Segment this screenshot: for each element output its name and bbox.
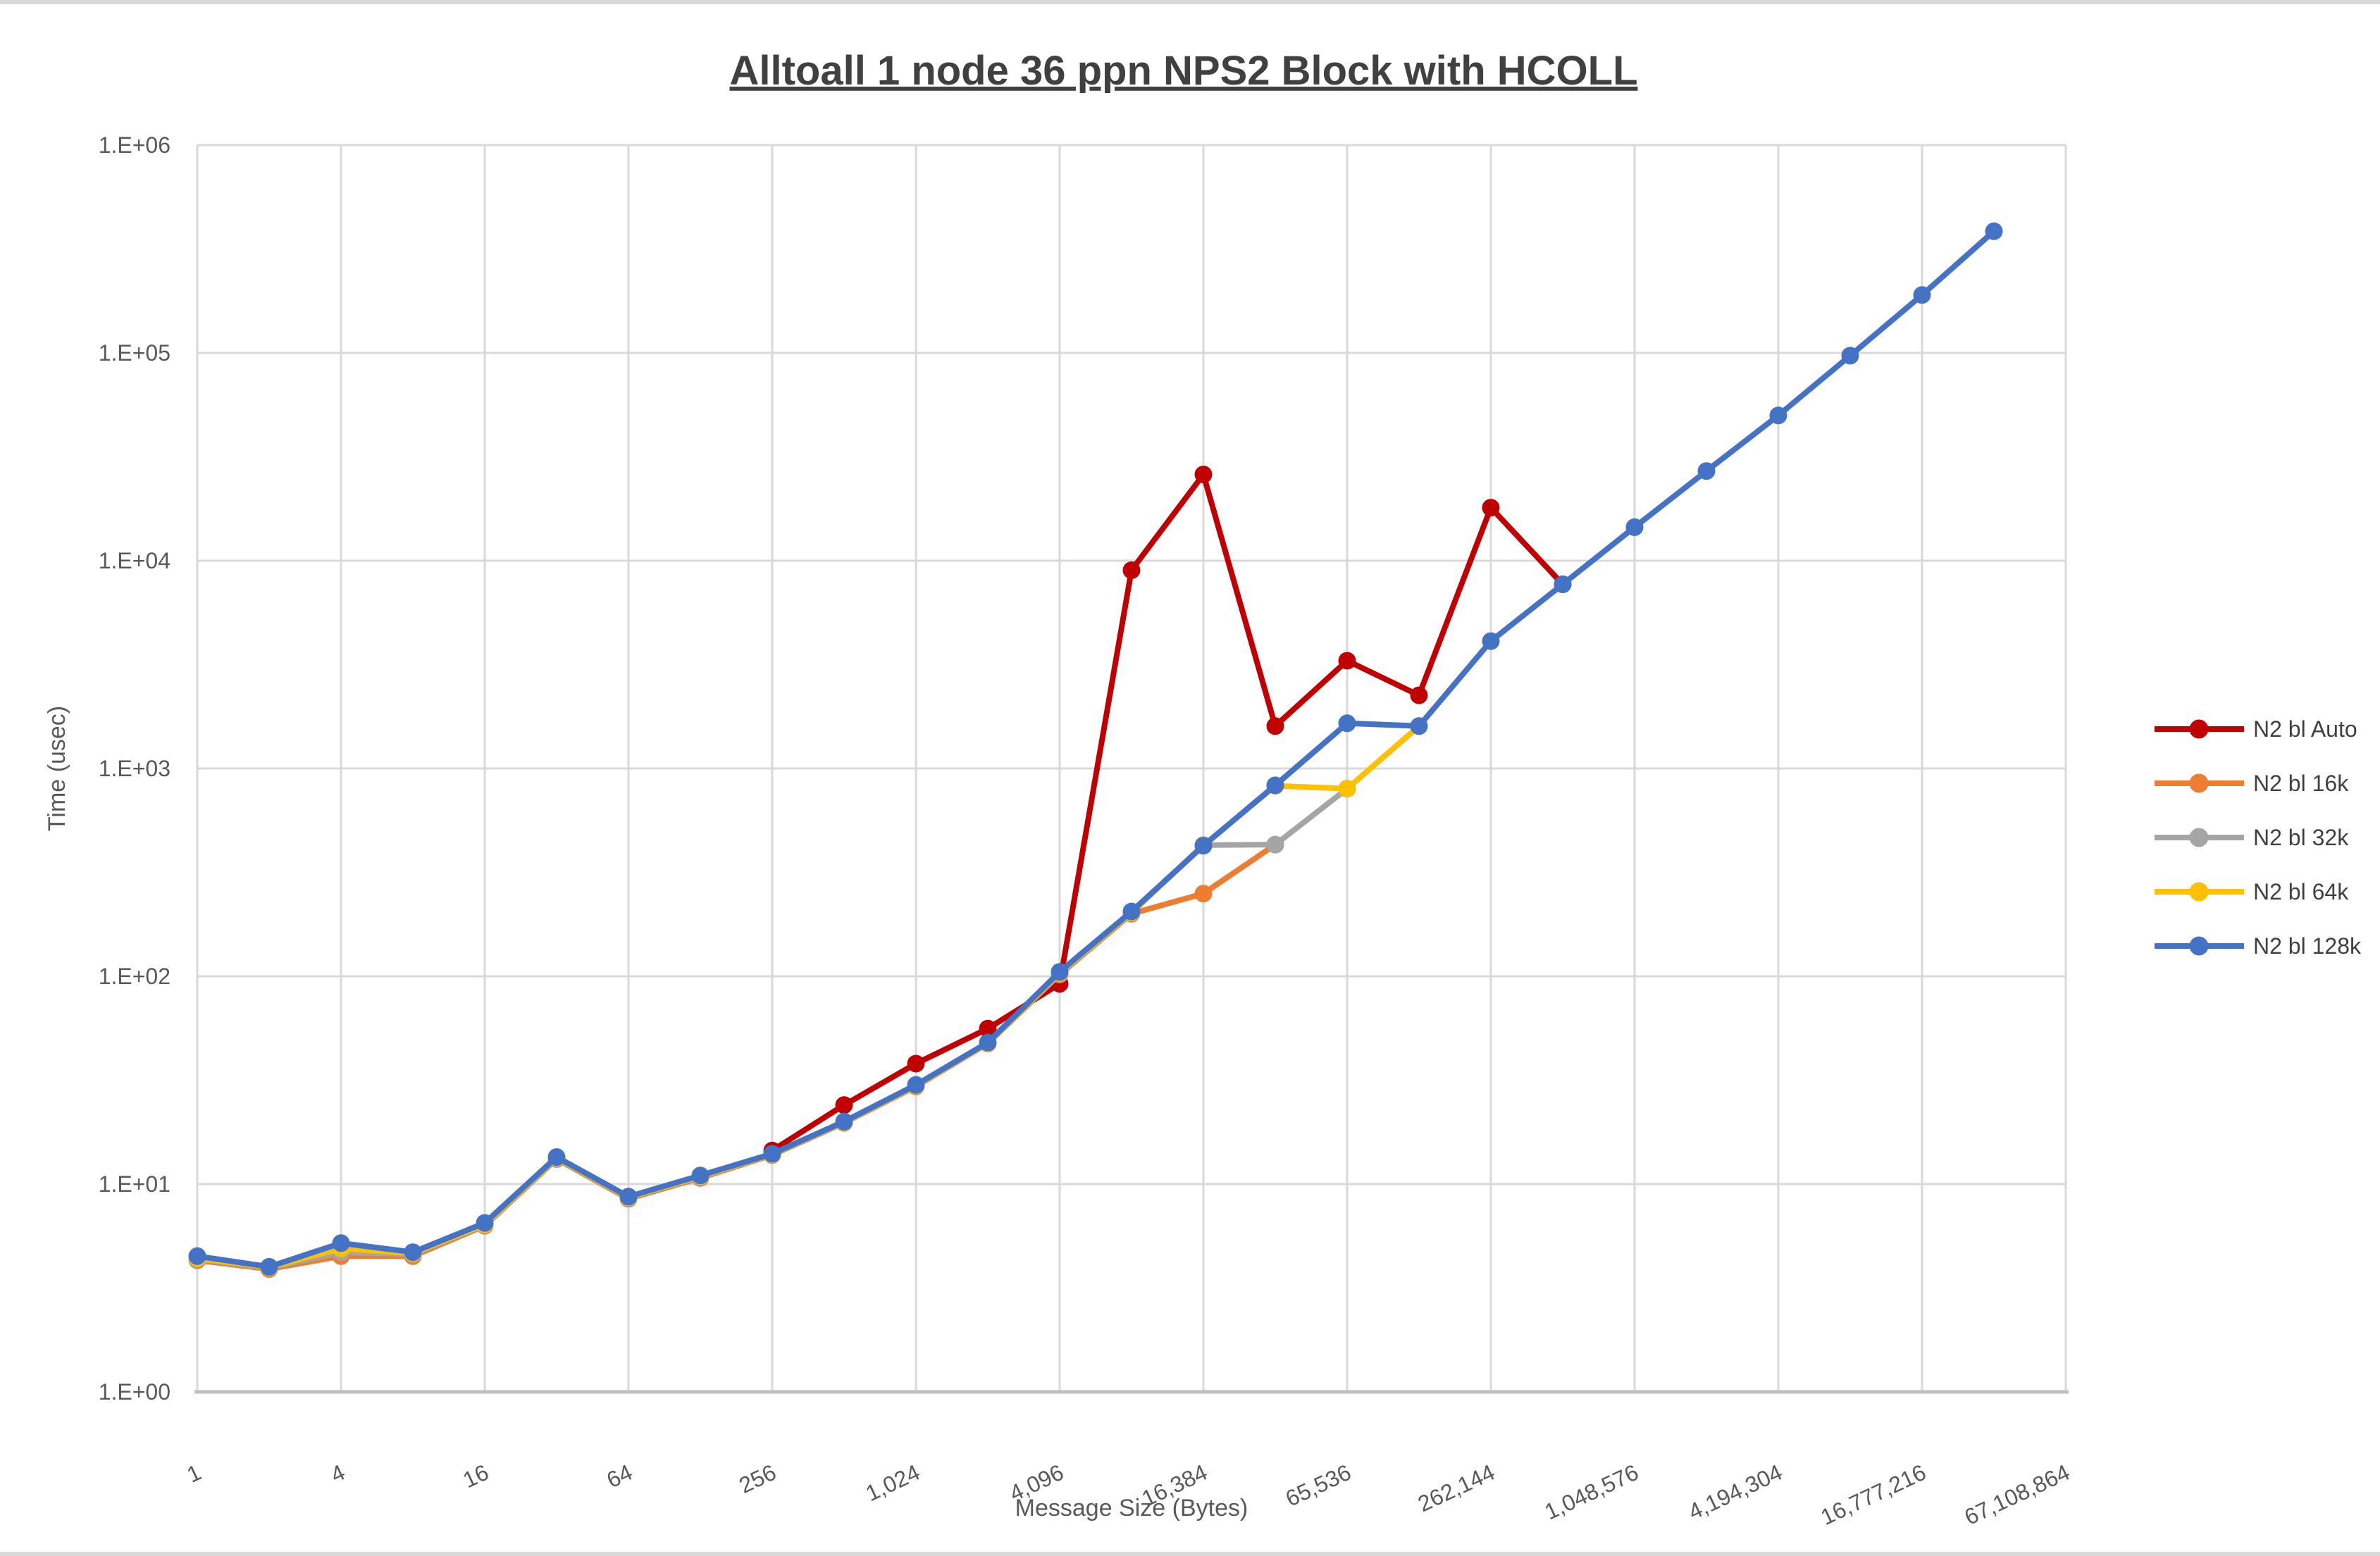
legend-item-label: N2 bl 32k (2253, 825, 2349, 850)
x-tick-label: 1,048,576 (1541, 1459, 1642, 1525)
data-point-marker (1338, 780, 1356, 798)
data-point-marker (763, 1145, 781, 1163)
legend-marker-icon (2189, 828, 2209, 847)
series-n2-bl-64k (188, 717, 1428, 1276)
data-point-marker (1985, 222, 2003, 240)
data-point-marker (1122, 561, 1141, 579)
series-line-n2-bl-64k (194, 723, 1422, 1270)
legend-item-label: N2 bl Auto (2253, 716, 2357, 742)
data-point-marker (1410, 717, 1428, 735)
legend-item-label: N2 bl 64k (2253, 879, 2349, 904)
series-n2-bl-128k (188, 222, 2003, 1276)
legend-item-label: N2 bl 16k (2253, 771, 2349, 796)
x-tick-label: 256 (735, 1459, 780, 1498)
data-point-marker (404, 1243, 422, 1262)
legend-marker-icon (2189, 719, 2209, 739)
data-point-marker (1482, 499, 1500, 517)
data-point-marker (1410, 686, 1428, 704)
y-tick-label: 1.E+04 (99, 548, 171, 573)
data-point-marker (1266, 776, 1284, 795)
data-point-marker (332, 1234, 350, 1252)
legend-item-n2-bl-auto[interactable]: N2 bl Auto (2155, 716, 2357, 742)
x-tick-label: 16 (459, 1459, 492, 1493)
x-tick-label: 1 (183, 1459, 205, 1488)
data-point-marker (1841, 347, 1859, 365)
x-tick-label: 4 (327, 1459, 349, 1488)
data-point-marker (979, 1033, 997, 1052)
data-point-marker (835, 1096, 853, 1114)
data-point-marker (835, 1112, 853, 1131)
data-point-marker (1769, 406, 1787, 425)
chart-title: Alltoall 1 node 36 ppn NPS2 Block with H… (729, 48, 1637, 94)
series-line-n2-bl-auto (769, 471, 1566, 1154)
legend-item-n2-bl-128k[interactable]: N2 bl 128k (2155, 933, 2362, 959)
data-point-marker (979, 1019, 997, 1038)
legend-item-n2-bl-64k[interactable]: N2 bl 64k (2155, 879, 2349, 904)
x-tick-label: 262,144 (1414, 1459, 1499, 1517)
data-point-marker (1266, 717, 1284, 735)
y-axis-title: Time (usec) (44, 706, 70, 831)
y-tick-label: 1.E+06 (99, 132, 171, 158)
window-bottom-edge (0, 1552, 2380, 1556)
y-tick-label: 1.E+02 (99, 964, 171, 989)
data-point-marker (547, 1148, 566, 1166)
plot-gridlines (196, 144, 2067, 1393)
data-point-marker (1338, 714, 1356, 733)
data-point-marker (476, 1214, 494, 1232)
y-tick-label: 1.E+03 (99, 756, 171, 781)
data-point-marker (691, 1166, 709, 1185)
data-point-marker (1554, 575, 1572, 593)
x-tick-label: 64 (602, 1459, 636, 1493)
y-tick-label: 1.E+01 (99, 1171, 171, 1197)
x-tick-label: 1,024 (862, 1459, 924, 1506)
data-point-marker (907, 1054, 925, 1073)
x-axis-title: Message Size (Bytes) (1015, 1495, 1248, 1521)
series-line-n2-bl-16k (194, 842, 1278, 1272)
legend-item-n2-bl-32k[interactable]: N2 bl 32k (2155, 825, 2349, 850)
x-tick-label: 4,194,304 (1685, 1459, 1786, 1525)
series-line-n2-bl-128k (194, 228, 1997, 1270)
legend: N2 bl Auto N2 bl 16k N2 bl 32k N2 bl 64k N2 … (2155, 716, 2362, 959)
data-point-marker (1194, 466, 1213, 484)
data-point-marker (1482, 632, 1500, 650)
x-tick-label: 67,108,864 (1961, 1459, 2074, 1530)
legend-marker-icon (2189, 936, 2209, 956)
data-point-marker (1266, 835, 1284, 854)
data-point-marker (1338, 652, 1356, 670)
data-point-marker (260, 1257, 278, 1276)
legend-item-n2-bl-16k[interactable]: N2 bl 16k (2155, 771, 2349, 796)
x-tick-label: 65,536 (1282, 1459, 1355, 1512)
data-point-marker (907, 1076, 925, 1094)
data-point-marker (619, 1188, 638, 1206)
y-tick-label: 1.E+05 (99, 340, 171, 366)
series-n2-bl-auto (763, 466, 1572, 1159)
x-tick-label: 16,777,216 (1817, 1459, 1930, 1530)
data-point-marker (1194, 837, 1213, 855)
series-layer (188, 222, 2003, 1278)
legend-item-label: N2 bl 128k (2253, 933, 2362, 959)
window-top-edge (0, 0, 2380, 4)
data-point-marker (1697, 462, 1716, 480)
data-point-marker (1913, 286, 1931, 304)
data-point-marker (1050, 963, 1069, 981)
y-tick-label: 1.E+00 (99, 1379, 171, 1405)
y-axis-tick-labels: 1.E+06 1.E+05 1.E+04 1.E+03 1.E+02 1.E+01 1.E+… (99, 132, 171, 1405)
data-point-marker (188, 1247, 206, 1265)
series-n2-bl-16k (188, 835, 1284, 1278)
legend-marker-icon (2189, 882, 2209, 902)
legend-marker-icon (2189, 773, 2209, 793)
data-point-marker (1625, 518, 1644, 536)
data-point-marker (1122, 902, 1141, 921)
data-point-marker (1194, 885, 1213, 903)
